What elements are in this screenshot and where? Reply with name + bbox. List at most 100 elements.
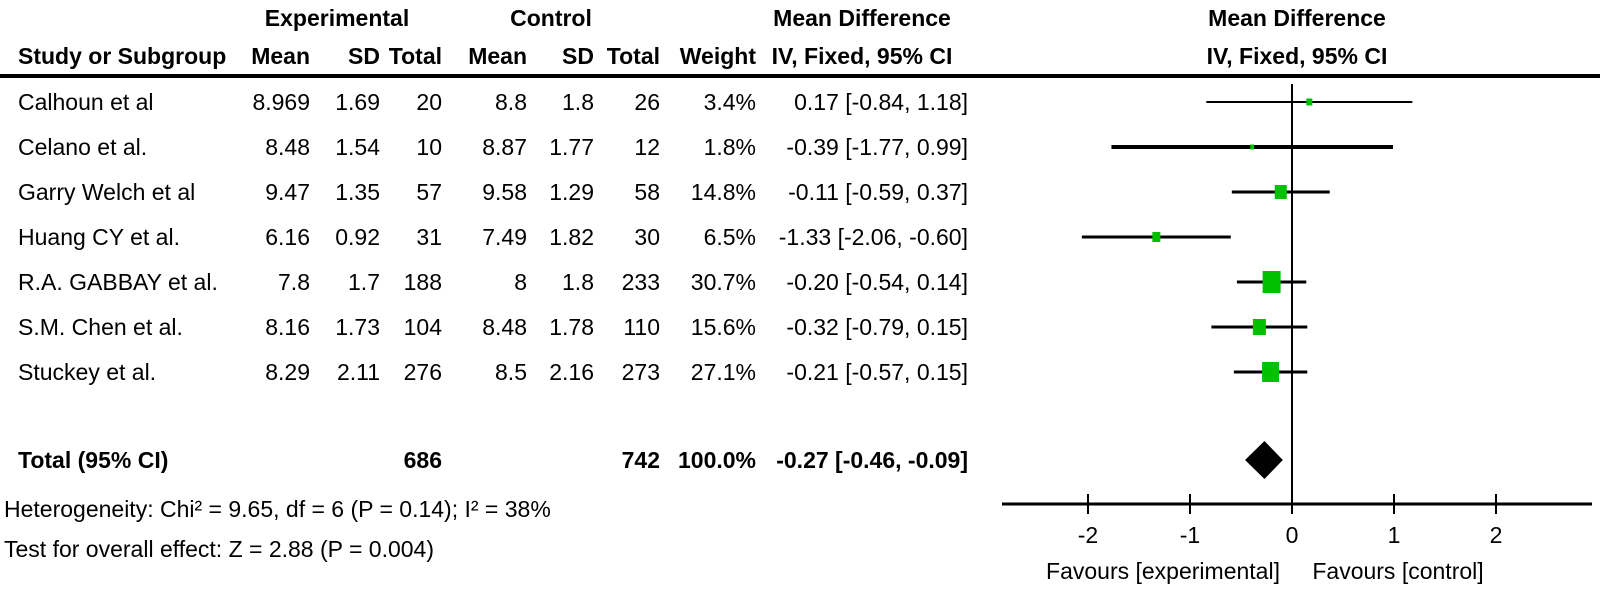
- ci-text: -0.20 [-0.54, 0.14]: [786, 269, 968, 295]
- sd-experimental: 1.54: [335, 134, 380, 160]
- study-name: R.A. GABBAY et al.: [18, 269, 218, 295]
- total-control: 233: [621, 269, 660, 295]
- mean-control: 8.87: [482, 134, 527, 160]
- effect-square: [1262, 271, 1281, 293]
- mean-experimental: 7.8: [278, 269, 310, 295]
- weight-value: 14.8%: [690, 179, 756, 205]
- ci-text: -0.11 [-0.59, 0.37]: [788, 179, 968, 205]
- sd-experimental: 1.69: [335, 89, 380, 115]
- axis-tick-label: 2: [1490, 522, 1503, 548]
- effect-square: [1262, 362, 1280, 382]
- summary-diamond: [1245, 441, 1283, 479]
- total-control: 26: [634, 89, 660, 115]
- total-control: 58: [634, 179, 660, 205]
- group-header-experimental: Experimental: [264, 5, 410, 31]
- weight-value: 27.1%: [690, 359, 756, 385]
- total-control: 12: [634, 134, 660, 160]
- weight-value: 15.6%: [690, 314, 756, 340]
- col-ci: IV, Fixed, 95% CI: [771, 42, 953, 69]
- effect-square: [1152, 232, 1161, 242]
- study-row: Stuckey et al. 8.29 2.11 276 8.5 2.16 273 27.1%…: [0, 350, 968, 395]
- weight-value: 3.4%: [703, 89, 756, 115]
- sd-experimental: 2.11: [336, 359, 380, 385]
- axis-tick-label: 1: [1388, 522, 1401, 548]
- total-experimental: 57: [416, 179, 442, 205]
- total-experimental: 276: [403, 359, 442, 385]
- mean-experimental: 8.16: [265, 314, 310, 340]
- study-name: Celano et al.: [18, 134, 148, 160]
- col-total-control: Total: [606, 42, 660, 69]
- mean-control: 8: [514, 269, 527, 295]
- effect-square: [1250, 144, 1255, 150]
- effect-square: [1274, 185, 1287, 199]
- mean-control: 7.49: [482, 224, 527, 250]
- study-row: Calhoun et al 8.969 1.69 20 8.8 1.8 26 3.4% 0.17…: [0, 80, 968, 125]
- study-rows: Calhoun et al 8.969 1.69 20 8.8 1.8 26 3.4% 0.17…: [0, 80, 968, 395]
- weight-value: 1.8%: [703, 134, 756, 160]
- total-experimental: 10: [416, 134, 442, 160]
- sd-control: 1.8: [562, 89, 594, 115]
- mean-experimental: 8.48: [265, 134, 310, 160]
- col-study-or-subgroup: Study or Subgroup: [18, 42, 227, 69]
- sd-control: 1.82: [549, 224, 594, 250]
- total-label: Total (95% CI): [18, 447, 169, 473]
- effect-plot-title: Mean Difference: [1208, 5, 1386, 31]
- effect-column-title: Mean Difference: [773, 5, 951, 31]
- total-n-control: 742: [621, 447, 660, 473]
- mean-experimental: 8.969: [252, 89, 310, 115]
- sd-experimental: 1.7: [348, 269, 380, 295]
- total-control: 273: [621, 359, 660, 385]
- study-row: Celano et al. 8.48 1.54 10 8.87 1.77 12 1.8% -0.…: [0, 125, 968, 170]
- mean-control: 9.58: [482, 179, 527, 205]
- total-n-experimental: 686: [403, 447, 442, 473]
- study-name: Calhoun et al: [18, 89, 154, 115]
- ci-text: 0.17 [-0.84, 1.18]: [794, 89, 968, 115]
- ci-text: -0.39 [-1.77, 0.99]: [786, 134, 968, 160]
- ci-text: -1.33 [-2.06, -0.60]: [778, 224, 968, 250]
- study-row: R.A. GABBAY et al. 7.8 1.7 188 8 1.8 233 30.7% -…: [0, 260, 968, 305]
- column-header-row: Study or Subgroup Mean SD Total Mean SD …: [0, 38, 968, 74]
- sd-control: 1.77: [549, 134, 594, 160]
- sd-control: 1.8: [562, 269, 594, 295]
- sd-experimental: 1.73: [335, 314, 380, 340]
- weight-value: 6.5%: [703, 224, 756, 250]
- study-name: Huang CY et al.: [18, 224, 180, 250]
- mean-experimental: 9.47: [265, 179, 310, 205]
- sd-control: 1.78: [549, 314, 594, 340]
- total-experimental: 104: [403, 314, 442, 340]
- mean-experimental: 8.29: [265, 359, 310, 385]
- heterogeneity-stats: Heterogeneity: Chi² = 9.65, df = 6 (P = …: [4, 496, 551, 522]
- effect-square: [1306, 98, 1313, 106]
- favours-experimental-label: Favours [experimental]: [1046, 558, 1280, 584]
- mean-experimental: 6.16: [265, 224, 310, 250]
- col-mean-control: Mean: [468, 42, 527, 69]
- weight-value: 30.7%: [690, 269, 756, 295]
- sd-experimental: 0.92: [335, 224, 380, 250]
- total-weight: 100.0%: [677, 447, 756, 473]
- col-sd-experimental: SD: [348, 42, 380, 69]
- group-header-control: Control: [510, 5, 592, 31]
- total-row: Total (95% CI) 686 742 100.0% -0.27 [-0.…: [0, 438, 968, 483]
- ci-text: -0.21 [-0.57, 0.15]: [786, 359, 968, 385]
- col-weight: Weight: [679, 42, 756, 69]
- col-sd-control: SD: [562, 42, 594, 69]
- total-control: 110: [623, 314, 660, 340]
- study-row: Garry Welch et al 9.47 1.35 57 9.58 1.29 58 14.…: [0, 170, 968, 215]
- study-name: Garry Welch et al: [18, 179, 196, 205]
- study-name: Stuckey et al.: [18, 359, 157, 385]
- mean-control: 8.5: [495, 359, 527, 385]
- sd-control: 2.16: [549, 359, 594, 385]
- total-experimental: 31: [416, 224, 442, 250]
- axis-tick-label: -2: [1078, 522, 1098, 548]
- col-mean-experimental: Mean: [251, 42, 310, 69]
- ci-text: -0.32 [-0.79, 0.15]: [786, 314, 968, 340]
- study-row: Huang CY et al. 6.16 0.92 31 7.49 1.82 30 6.5% -…: [0, 215, 968, 260]
- mean-control: 8.8: [495, 89, 527, 115]
- study-row: S.M. Chen et al. 8.16 1.73 104 8.48 1.78 110 15…: [0, 305, 968, 350]
- overall-effect-test: Test for overall effect: Z = 2.88 (P = 0…: [4, 536, 434, 562]
- total-control: 30: [634, 224, 660, 250]
- study-name: S.M. Chen et al.: [18, 314, 183, 340]
- header-separator-rule: [0, 74, 1600, 78]
